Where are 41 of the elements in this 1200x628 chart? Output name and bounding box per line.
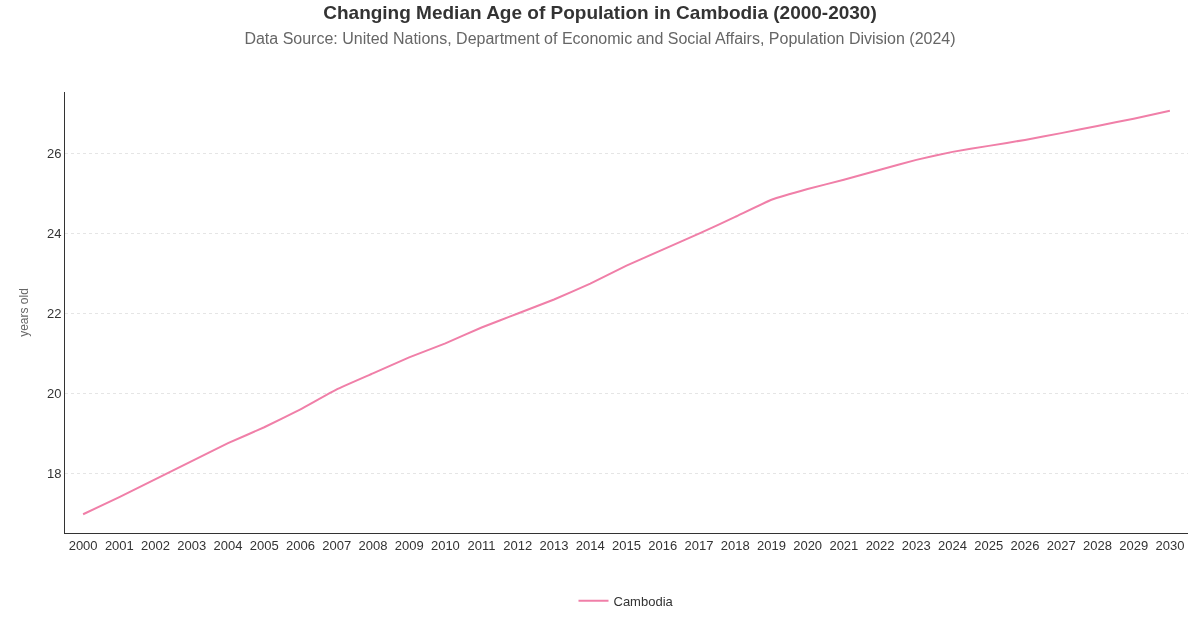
- x-tick-label: 2029: [1119, 537, 1149, 553]
- chart-title: Changing Median Age of Population in Cambodia (2000-2030): [323, 1, 877, 23]
- x-tick-label: 2000: [68, 537, 98, 553]
- x-tick-label: 2026: [1010, 537, 1040, 553]
- x-tick-label: 2023: [901, 537, 931, 553]
- x-tick-label: 2011: [467, 537, 496, 553]
- x-tick-label: 2009: [394, 537, 424, 553]
- legend-label: Cambodia: [613, 593, 674, 609]
- y-tick-label: 24: [46, 226, 62, 242]
- x-tick-label: 2008: [358, 537, 388, 553]
- y-tick-label: 20: [46, 385, 62, 401]
- x-tick-label: 2004: [213, 537, 243, 553]
- x-tick-label: 2020: [793, 537, 823, 553]
- x-tick-label: 2014: [575, 537, 605, 553]
- y-axis-title: years old: [17, 288, 32, 337]
- x-tick-label: 2018: [720, 537, 750, 553]
- x-tick-label: 2010: [430, 537, 460, 553]
- x-tick-label: 2017: [684, 537, 714, 553]
- x-tick-label: 2005: [249, 537, 279, 553]
- x-tick-label: 2007: [322, 537, 352, 553]
- y-tick-label: 22: [46, 306, 62, 322]
- x-tick-label: 2012: [503, 537, 533, 553]
- x-tick-label: 2030: [1155, 537, 1185, 553]
- y-tick-label: 26: [46, 146, 62, 162]
- x-tick-label: 2021: [829, 537, 859, 553]
- x-tick-label: 2028: [1082, 537, 1112, 553]
- x-tick-label: 2022: [865, 537, 895, 553]
- x-tick-label: 2016: [648, 537, 678, 553]
- x-tick-label: 2015: [612, 537, 641, 553]
- x-tick-label: 2002: [141, 537, 171, 553]
- x-tick-label: 2027: [1046, 537, 1076, 553]
- x-tick-label: 2003: [177, 537, 207, 553]
- x-tick-label: 2006: [286, 537, 315, 553]
- x-tick-label: 2024: [938, 537, 967, 553]
- x-tick-label: 2019: [756, 537, 786, 553]
- x-tick-label: 2013: [539, 537, 569, 553]
- y-tick-label: 18: [46, 465, 62, 481]
- x-tick-label: 2001: [104, 537, 134, 553]
- x-tick-label: 2025: [974, 537, 1004, 553]
- chart-subtitle: Data Source: United Nations, Department of Economic and Social Affairs, Population Division (2024): [244, 29, 956, 47]
- line-series: [82, 109, 1171, 516]
